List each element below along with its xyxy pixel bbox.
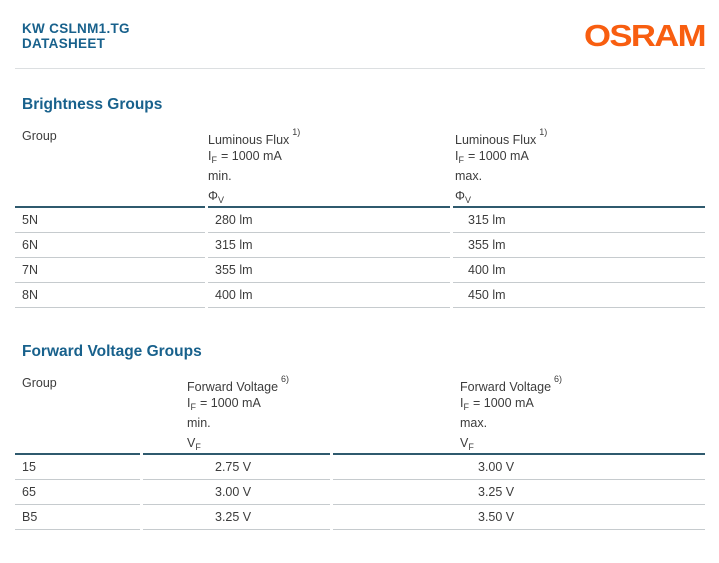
group-cell: 65 (15, 480, 140, 505)
column-title-line: Forward Voltage6) (460, 373, 705, 395)
product-name: KW CSLNM1.TG (22, 21, 130, 36)
quantity-subscript: V (464, 195, 471, 205)
current-subscript: F (458, 155, 464, 165)
column-title: Luminous Flux (208, 133, 290, 148)
quantity-subscript: F (468, 442, 474, 452)
footnote-reference: 1) (292, 127, 301, 137)
table-row: 15 2.75 V 3.00 V (15, 455, 705, 480)
group-column-label: Group (22, 129, 57, 143)
quantity-symbol-line: VF (460, 433, 705, 453)
current-subscript: F (463, 402, 469, 412)
group-cell: 7N (15, 258, 205, 283)
quantity-symbol-line: ΦV (455, 186, 705, 206)
forward-voltage-max-column-header: Forward Voltage6) IF = 1000 mA max. VF (333, 366, 705, 455)
bound-label: max. (460, 416, 488, 430)
quantity-symbol-line: VF (187, 433, 330, 453)
table-row: 6N 315 lm 355 lm (15, 233, 705, 258)
title-block: KW CSLNM1.TG DATASHEET (22, 21, 130, 51)
min-value-cell: 3.25 V (143, 505, 330, 530)
current-value: = 1000 mA (199, 396, 261, 410)
max-value-cell: 400 lm (453, 258, 705, 283)
voltage-table-header-row: Group Forward Voltage6) IF = 1000 mA min.… (15, 366, 705, 455)
current-symbol: I (187, 396, 191, 410)
column-title: Forward Voltage (187, 380, 279, 395)
max-value-cell: 3.50 V (333, 505, 705, 530)
group-cell: 6N (15, 233, 205, 258)
column-title-line: Forward Voltage6) (187, 373, 330, 395)
quantity-subscript: F (195, 442, 201, 452)
bound-label: min. (208, 169, 232, 183)
current-value: = 1000 mA (467, 149, 529, 163)
bound-label: min. (187, 416, 211, 430)
min-value-cell: 280 lm (208, 208, 450, 233)
min-value-cell: 3.00 V (143, 480, 330, 505)
bound-label: max. (455, 169, 483, 183)
brightness-groups-table: Group Luminous Flux1) IF = 1000 mA min. Φ… (15, 119, 705, 308)
quantity-symbol: Φ (455, 189, 465, 203)
brightness-groups-heading: Brightness Groups (22, 96, 163, 113)
group-cell: 8N (15, 283, 205, 308)
forward-voltage-groups-table: Group Forward Voltage6) IF = 1000 mA min.… (15, 366, 705, 530)
current-symbol: I (460, 396, 464, 410)
quantity-symbol: Φ (208, 189, 218, 203)
quantity-symbol: V (460, 436, 469, 450)
group-column-header: Group (15, 366, 140, 455)
current-value: = 1000 mA (220, 149, 282, 163)
max-value-cell: 450 lm (453, 283, 705, 308)
osram-logo: OSRAM (584, 18, 707, 53)
quantity-symbol: V (187, 436, 196, 450)
brightness-table-header-row: Group Luminous Flux1) IF = 1000 mA min. Φ… (15, 119, 705, 208)
table-row: 65 3.00 V 3.25 V (15, 480, 705, 505)
current-symbol: I (455, 149, 459, 163)
current-value: = 1000 mA (472, 396, 534, 410)
test-condition-line: IF = 1000 mA (460, 393, 705, 413)
forward-voltage-min-column-header: Forward Voltage6) IF = 1000 mA min. VF (143, 366, 330, 455)
column-title: Luminous Flux (455, 133, 537, 148)
current-symbol: I (208, 149, 212, 163)
table-row: 8N 400 lm 450 lm (15, 283, 705, 308)
current-subscript: F (211, 155, 217, 165)
column-title: Forward Voltage (460, 380, 552, 395)
min-value-cell: 315 lm (208, 233, 450, 258)
document-header: KW CSLNM1.TG DATASHEET OSRAM (0, 0, 719, 51)
column-title-line: Luminous Flux1) (208, 126, 450, 148)
document-type: DATASHEET (22, 36, 106, 51)
min-value-cell: 400 lm (208, 283, 450, 308)
luminous-flux-max-column-header: Luminous Flux1) IF = 1000 mA max. ΦV (453, 119, 705, 208)
footnote-reference: 6) (554, 374, 563, 384)
quantity-subscript: V (217, 195, 224, 205)
table-row: B5 3.25 V 3.50 V (15, 505, 705, 530)
column-title-line: Luminous Flux1) (455, 126, 705, 148)
table-row: 7N 355 lm 400 lm (15, 258, 705, 283)
max-value-cell: 355 lm (453, 233, 705, 258)
min-value-cell: 2.75 V (143, 455, 330, 480)
test-condition-line: IF = 1000 mA (187, 393, 330, 413)
group-column-header: Group (15, 119, 205, 208)
luminous-flux-min-column-header: Luminous Flux1) IF = 1000 mA min. ΦV (208, 119, 450, 208)
group-cell: 5N (15, 208, 205, 233)
max-value-cell: 3.00 V (333, 455, 705, 480)
header-divider (15, 68, 705, 69)
quantity-symbol-line: ΦV (208, 186, 450, 206)
footnote-reference: 1) (539, 127, 548, 137)
min-value-cell: 355 lm (208, 258, 450, 283)
forward-voltage-groups-heading: Forward Voltage Groups (22, 343, 202, 360)
test-condition-line: IF = 1000 mA (208, 146, 450, 166)
test-condition-line: IF = 1000 mA (455, 146, 705, 166)
table-row: 5N 280 lm 315 lm (15, 208, 705, 233)
current-subscript: F (190, 402, 196, 412)
group-cell: B5 (15, 505, 140, 530)
max-value-cell: 3.25 V (333, 480, 705, 505)
group-cell: 15 (15, 455, 140, 480)
max-value-cell: 315 lm (453, 208, 705, 233)
footnote-reference: 6) (281, 374, 290, 384)
group-column-label: Group (22, 376, 57, 390)
